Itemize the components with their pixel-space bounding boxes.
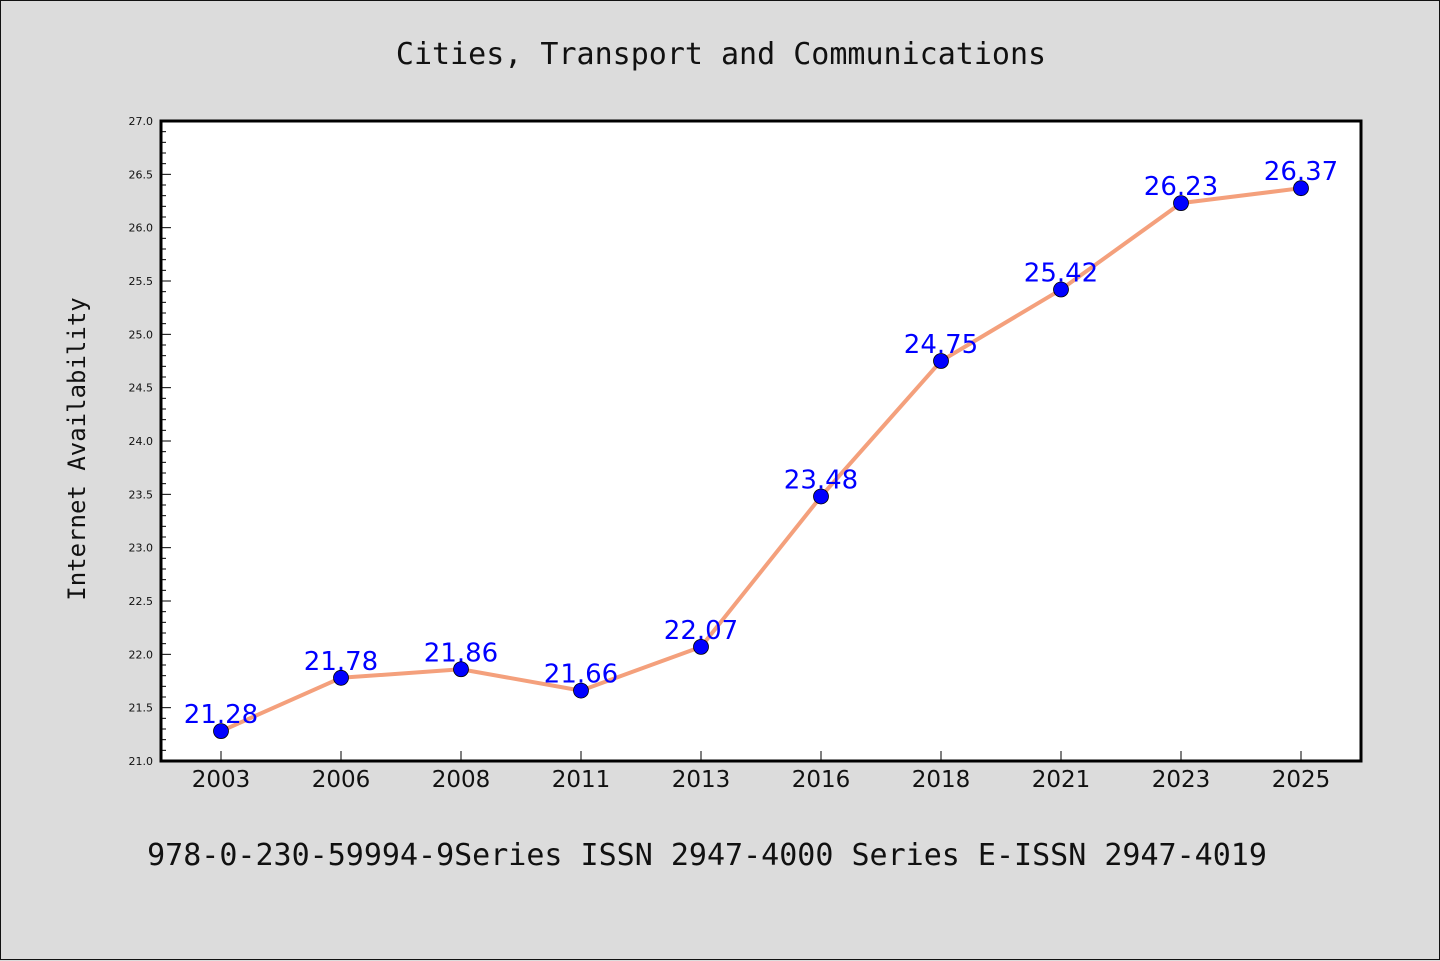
data-label: 26.37 xyxy=(1264,157,1338,187)
x-tick-label: 2016 xyxy=(792,767,851,793)
data-label: 24.75 xyxy=(904,330,978,360)
x-tick-label: 2013 xyxy=(672,767,731,793)
y-tick-label: 25.5 xyxy=(129,275,154,288)
data-label: 23.48 xyxy=(784,465,858,495)
y-tick-label: 26.5 xyxy=(129,168,154,181)
x-tick-label: 2006 xyxy=(312,767,371,793)
data-label: 21.86 xyxy=(424,638,498,668)
y-tick-label: 22.5 xyxy=(129,595,154,608)
data-point xyxy=(1053,281,1069,298)
series-line xyxy=(220,186,1302,733)
y-tick-label: 26.0 xyxy=(129,222,154,235)
y-axis-label: Internet Availability xyxy=(63,297,91,600)
x-tick-label: 2003 xyxy=(192,767,251,793)
plot-area xyxy=(159,119,1363,763)
data-point xyxy=(933,353,949,369)
x-tick-label: 2018 xyxy=(912,767,971,793)
y-tick-label: 23.5 xyxy=(129,488,154,501)
data-point xyxy=(1173,195,1189,212)
data-label: 25.42 xyxy=(1024,259,1098,289)
y-tick-label: 23.0 xyxy=(129,542,154,555)
y-tick-label: 21.0 xyxy=(129,755,154,768)
data-label: 26.23 xyxy=(1144,172,1218,202)
data-point xyxy=(813,488,829,505)
x-tick-label: 2023 xyxy=(1152,767,1211,793)
x-tick-label: 2008 xyxy=(432,767,491,793)
data-point xyxy=(333,669,349,686)
x-tick-label: 2021 xyxy=(1032,767,1091,793)
data-point xyxy=(213,723,229,740)
y-tick-label: 22.0 xyxy=(129,648,154,661)
y-tick-label: 24.5 xyxy=(129,382,154,395)
footer-text: 978-0-230-59994-9Series ISSN 2947-4000 S… xyxy=(147,838,1267,873)
data-label: 22.07 xyxy=(664,616,738,646)
data-label: 21.78 xyxy=(304,647,378,677)
y-tick-label: 27.0 xyxy=(129,115,154,128)
y-tick-label: 25.0 xyxy=(129,328,154,341)
data-label: 21.66 xyxy=(544,660,618,690)
chart-title: Cities, Transport and Communications xyxy=(396,37,1046,72)
data-point xyxy=(693,638,709,655)
x-tick-label: 2025 xyxy=(1272,767,1331,793)
data-point xyxy=(573,682,589,699)
series-layer: 21.28 21.78 21.86 21.66 22.07 23.48 24.75 25.42… xyxy=(184,157,1338,740)
y-tick-label: 21.5 xyxy=(129,702,154,715)
data-label: 21.28 xyxy=(184,700,258,730)
data-point xyxy=(1293,180,1309,197)
x-axis-ticks: 2003 2006 2008 2011 2013 2016 2018 2021 2023 2025 xyxy=(192,751,1331,793)
y-tick-label: 24.0 xyxy=(129,435,154,448)
data-point xyxy=(453,661,469,678)
x-tick-label: 2011 xyxy=(552,767,611,793)
y-axis-ticks: 21.0 21.5 22.0 22.5 23.0 23.5 24.0 24.5 25.0 25.5… xyxy=(129,115,171,768)
